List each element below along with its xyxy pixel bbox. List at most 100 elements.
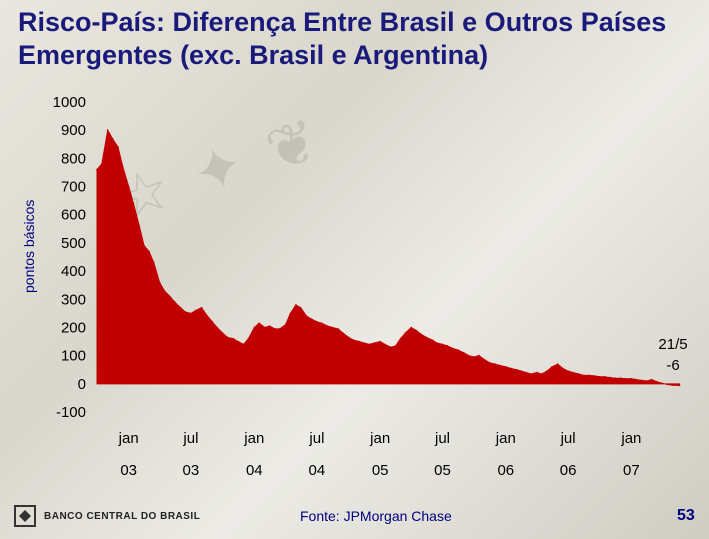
annotation-value: -6 (666, 357, 679, 374)
data-point (399, 337, 402, 340)
data-point (179, 306, 182, 309)
data-point (540, 373, 543, 375)
data-point (425, 336, 428, 339)
data-point (452, 347, 454, 350)
data-point (143, 244, 145, 247)
x-tick-label-year: 06 (560, 462, 577, 479)
series-area (96, 128, 681, 387)
data-point (551, 366, 553, 368)
x-tick-label-year: 04 (246, 462, 263, 479)
data-point (96, 168, 98, 171)
bcb-logo-icon (14, 505, 36, 527)
data-point (253, 326, 256, 329)
data-point (530, 373, 532, 375)
data-point (567, 370, 569, 372)
data-point (289, 312, 292, 315)
data-point (148, 250, 150, 253)
source-note: Fonte: JPMorgan Chase (300, 508, 452, 524)
data-point (190, 312, 192, 315)
x-tick-label-year: 06 (497, 462, 514, 479)
data-point (420, 333, 423, 336)
data-point (577, 373, 580, 375)
y-tick-label: 0 (78, 376, 86, 393)
data-point (410, 326, 413, 329)
y-tick-label: 500 (61, 235, 86, 252)
data-point (661, 382, 664, 385)
data-point (163, 290, 166, 292)
x-tick-label-year: 03 (120, 462, 137, 479)
data-point (390, 346, 392, 349)
data-point (572, 371, 574, 374)
data-point (446, 345, 449, 347)
data-point (358, 340, 361, 343)
data-point (127, 185, 130, 188)
data-point (368, 343, 371, 346)
data-point (264, 326, 266, 329)
data-point (561, 367, 564, 370)
data-point (352, 339, 355, 341)
data-point (169, 295, 171, 298)
data-point (404, 332, 407, 334)
data-point (211, 321, 214, 323)
data-point (226, 336, 229, 339)
data-point (268, 325, 271, 327)
data-point (641, 379, 643, 382)
data-point (205, 314, 208, 316)
data-point (520, 370, 523, 372)
data-point (195, 309, 197, 312)
x-tick-label-year: 05 (372, 462, 389, 479)
data-point (650, 378, 653, 381)
data-point (467, 354, 470, 357)
data-point (320, 322, 323, 325)
data-point (379, 340, 382, 343)
data-point (655, 380, 658, 383)
x-tick-label-year: 07 (623, 462, 640, 479)
x-tick-label-year: 05 (434, 462, 451, 479)
page-number: 53 (677, 507, 695, 524)
data-point (609, 376, 612, 379)
data-point (122, 166, 124, 168)
data-point (184, 311, 187, 313)
y-tick-label: 600 (61, 207, 86, 224)
data-point (546, 370, 548, 372)
data-point (603, 376, 606, 378)
y-tick-label: -100 (56, 404, 86, 421)
data-point (158, 281, 161, 284)
logo-text: BANCO CENTRAL DO BRASIL (44, 510, 201, 522)
data-point (258, 322, 260, 325)
data-point (457, 349, 459, 351)
data-point (494, 363, 496, 365)
data-point (484, 359, 486, 361)
data-point (316, 321, 318, 323)
data-point (326, 325, 329, 327)
y-tick-label: 1000 (53, 94, 86, 111)
data-point (473, 356, 475, 358)
data-point (598, 376, 601, 378)
x-tick-label-month: jan (620, 430, 641, 447)
data-point (436, 342, 438, 344)
data-point (525, 371, 527, 374)
data-point (101, 163, 103, 165)
y-tick-label: 200 (61, 320, 86, 337)
data-point (331, 326, 334, 329)
data-point (646, 380, 648, 382)
y-tick-label: 700 (61, 179, 86, 196)
x-tick-label-month: jan (495, 430, 516, 447)
data-point (342, 332, 344, 334)
data-point (593, 375, 595, 377)
data-point (666, 383, 668, 386)
x-tick-label-month: jan (118, 430, 139, 447)
x-tick-label-year: 04 (309, 462, 326, 479)
x-tick-label-month: jul (182, 430, 198, 447)
annotation-date: 21/5 (658, 336, 687, 353)
data-point (515, 368, 518, 371)
data-point (138, 225, 141, 227)
data-point (373, 342, 376, 344)
data-point (174, 301, 176, 303)
y-tick-label: 300 (61, 291, 86, 308)
data-point (278, 328, 281, 330)
data-point (630, 377, 633, 380)
data-point (153, 261, 155, 264)
data-point (635, 378, 637, 381)
